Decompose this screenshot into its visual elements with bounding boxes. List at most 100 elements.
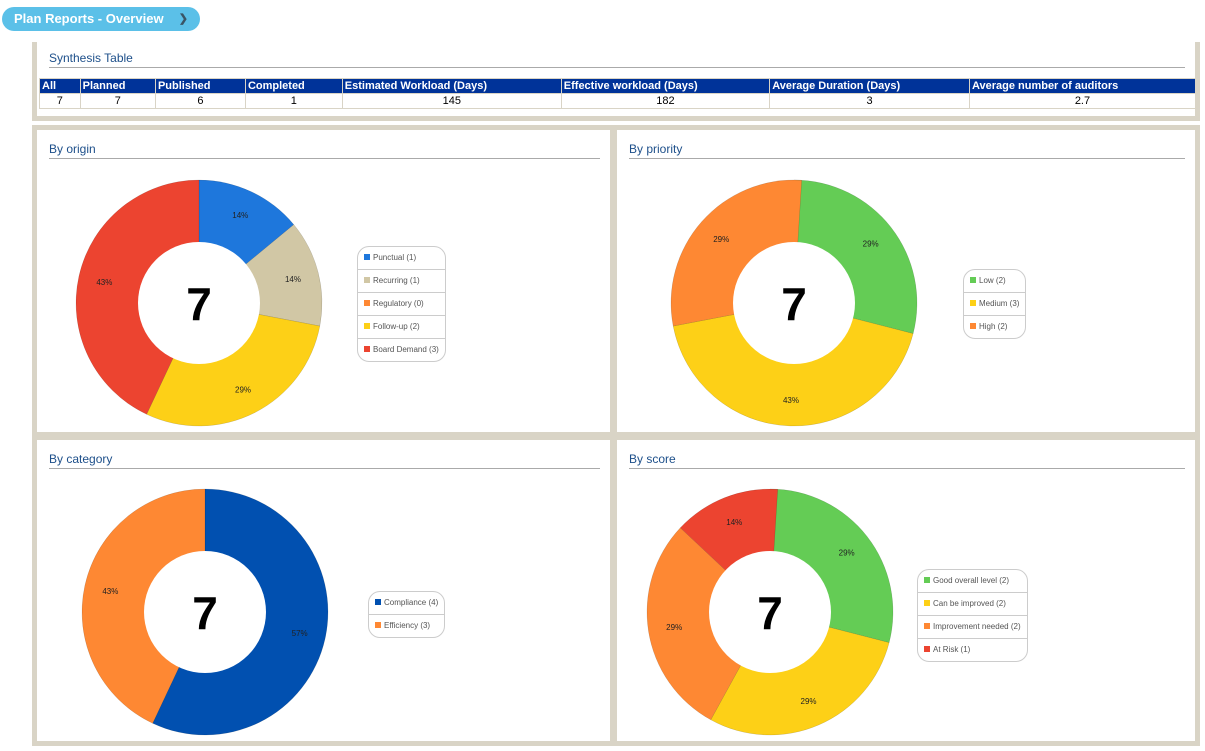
- slice-percent-label: 43%: [96, 278, 112, 287]
- slice-percent-label: 43%: [783, 396, 799, 405]
- synthesis-panel: Synthesis Table All Planned Published Compl…: [32, 42, 1200, 121]
- slice-percent-label: 29%: [839, 549, 855, 558]
- legend-swatch: [375, 622, 381, 628]
- donut-total: 7: [757, 587, 783, 639]
- legend-swatch: [924, 646, 930, 652]
- slice-percent-label: 57%: [292, 629, 308, 638]
- donut-hole: [709, 551, 831, 673]
- donut-chart: 29% 43% 29% 7: [670, 179, 918, 427]
- legend-item[interactable]: High (2): [964, 316, 1025, 338]
- chart-title: By origin: [49, 142, 600, 159]
- column-header: Average Duration (Days): [769, 78, 970, 94]
- chevron-down-icon: ❯: [178, 13, 188, 25]
- slice-percent-label: 14%: [232, 211, 248, 220]
- legend-label: Low (2): [979, 276, 1006, 285]
- legend-swatch: [924, 623, 930, 629]
- legend-swatch: [924, 577, 930, 583]
- table-cell: 1: [244, 93, 343, 109]
- chart-panel: By priority 29% 43% 29% 7 Low (2) Medium (3) Hi…: [612, 125, 1200, 437]
- legend-swatch: [375, 599, 381, 605]
- legend-item[interactable]: Efficiency (3): [369, 615, 444, 637]
- donut-total: 7: [186, 278, 212, 330]
- legend-label: Regulatory (0): [373, 299, 424, 308]
- donut-chart: 29% 29% 29% 14% 7: [646, 488, 894, 736]
- slice-percent-label: 14%: [285, 275, 301, 284]
- chart-panel: By origin 14% 14% 29% 43% 7 Punctual (1) Recurr…: [32, 125, 615, 437]
- donut-total: 7: [781, 278, 807, 330]
- legend-label: Punctual (1): [373, 253, 417, 262]
- chart-legend: Low (2) Medium (3) High (2): [963, 269, 1027, 339]
- legend-swatch: [364, 254, 370, 260]
- legend-item[interactable]: Good overall level (2): [918, 570, 1027, 593]
- donut-hole: [138, 242, 260, 364]
- legend-label: Medium (3): [979, 299, 1020, 308]
- legend-swatch: [364, 323, 370, 329]
- legend-label: High (2): [979, 322, 1008, 331]
- legend-item[interactable]: Punctual (1): [358, 247, 445, 270]
- slice-percent-label: 29%: [713, 235, 729, 244]
- slice-percent-label: 29%: [863, 240, 879, 249]
- table-cell: 7: [39, 93, 81, 109]
- legend-item[interactable]: At Risk (1): [918, 639, 1027, 661]
- column-header: Effective workload (Days): [560, 78, 771, 94]
- chart-title: By priority: [629, 142, 1185, 159]
- legend-label: Follow-up (2): [373, 322, 420, 331]
- slice-percent-label: 14%: [726, 518, 742, 527]
- table-cell: 182: [560, 93, 771, 109]
- legend-label: Recurring (1): [373, 276, 420, 285]
- report-title: Plan Reports - Overview: [14, 11, 164, 26]
- table-cell: 145: [341, 93, 562, 109]
- legend-label: Efficiency (3): [384, 621, 431, 630]
- legend-item[interactable]: Compliance (4): [369, 592, 445, 615]
- donut-slice[interactable]: [81, 488, 206, 724]
- column-header: Planned: [79, 78, 156, 94]
- legend-label: Can be improved (2): [933, 599, 1006, 608]
- chart-title: By score: [629, 452, 1185, 469]
- chart-legend: Punctual (1) Recurring (1) Regulatory (0) F…: [357, 246, 446, 362]
- legend-swatch: [364, 300, 370, 306]
- legend-item[interactable]: Board Demand (3): [358, 339, 445, 361]
- legend-item[interactable]: Can be improved (2): [918, 593, 1027, 616]
- donut-slice[interactable]: [646, 527, 771, 721]
- synthesis-table: All Planned Published Completed Estimated Wo…: [39, 78, 1197, 109]
- legend-swatch: [364, 346, 370, 352]
- donut-slice[interactable]: [672, 302, 914, 427]
- chart-title: By category: [49, 452, 600, 469]
- slice-percent-label: 43%: [102, 587, 118, 596]
- table-cell: 7: [79, 93, 156, 109]
- legend-item[interactable]: Medium (3): [964, 293, 1026, 316]
- donut-hole: [733, 242, 855, 364]
- chart-panel: By score 29% 29% 29% 14% 7 Good overall level …: [612, 435, 1200, 746]
- table-cell: 3: [769, 93, 970, 109]
- column-header: Published: [154, 78, 246, 94]
- report-selector-dropdown[interactable]: Plan Reports - Overview ❯: [2, 7, 200, 31]
- legend-swatch: [924, 600, 930, 606]
- slice-percent-label: 29%: [235, 385, 251, 394]
- slice-percent-label: 29%: [666, 623, 682, 632]
- chart-panel: By category 57% 43% 7 Compliance (4) Efficien…: [32, 435, 615, 746]
- chart-legend: Good overall level (2) Can be improved (2…: [917, 569, 1028, 662]
- legend-label: Board Demand (3): [373, 345, 439, 354]
- donut-total: 7: [192, 587, 218, 639]
- donut-slice[interactable]: [75, 179, 200, 415]
- legend-label: Improvement needed (2): [933, 622, 1021, 631]
- legend-swatch: [970, 277, 976, 283]
- legend-label: Good overall level (2): [933, 576, 1010, 585]
- legend-swatch: [970, 300, 976, 306]
- legend-label: At Risk (1): [933, 645, 971, 654]
- legend-item[interactable]: Recurring (1): [358, 270, 445, 293]
- donut-chart: 57% 43% 7: [81, 488, 329, 736]
- legend-item[interactable]: Low (2): [964, 270, 1026, 293]
- legend-swatch: [364, 277, 370, 283]
- legend-label: Compliance (4): [384, 598, 439, 607]
- chart-legend: Compliance (4) Efficiency (3): [368, 591, 446, 638]
- donut-hole: [144, 551, 266, 673]
- table-cell: 2.7: [968, 93, 1197, 109]
- legend-swatch: [970, 323, 976, 329]
- legend-item[interactable]: Follow-up (2): [358, 316, 445, 339]
- legend-item[interactable]: Improvement needed (2): [918, 616, 1027, 639]
- column-header: Average number of auditors: [968, 78, 1197, 94]
- legend-item[interactable]: Regulatory (0): [358, 293, 445, 316]
- donut-chart: 14% 14% 29% 43% 7: [75, 179, 323, 427]
- slice-percent-label: 29%: [801, 697, 817, 706]
